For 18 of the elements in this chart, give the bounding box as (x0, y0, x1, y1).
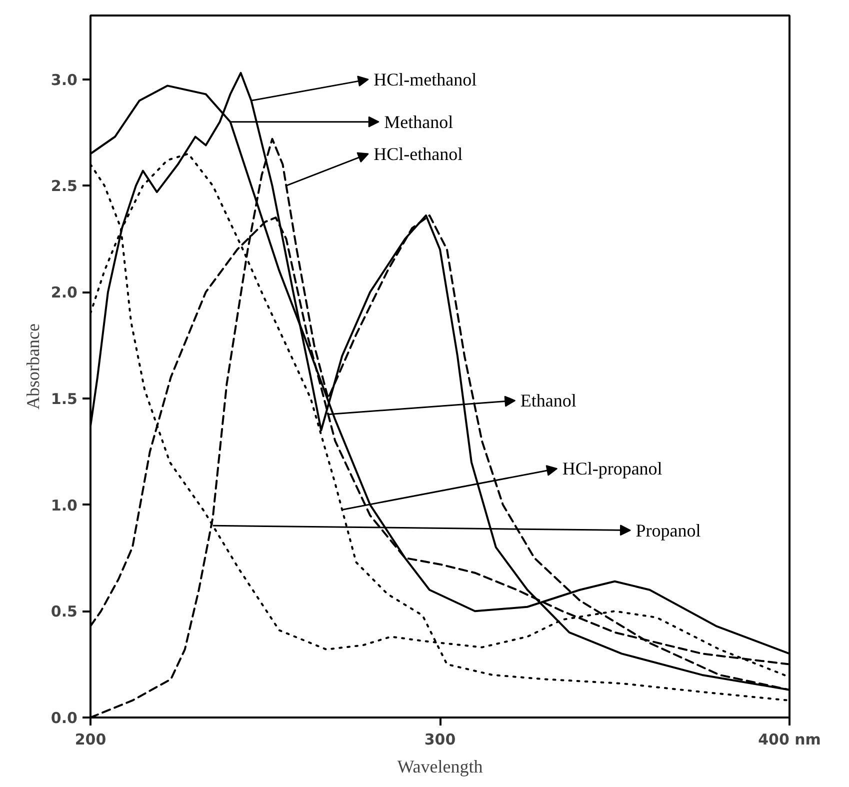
x-tick-label: 300 (424, 730, 456, 748)
legend-label: HCl-ethanol (374, 144, 463, 164)
x-tick-label: 400 nm (758, 730, 821, 748)
y-tick-label: 1.5 (50, 390, 78, 408)
x-axis-title: Wavelength (397, 756, 483, 776)
y-tick-label: 0.0 (50, 709, 78, 727)
y-tick-label: 3.0 (50, 70, 78, 89)
legend-label: Methanol (384, 112, 454, 132)
x-tick-label: 200 (74, 730, 106, 748)
y-axis-title: Absorbance (22, 324, 43, 410)
y-tick-label: 2.0 (50, 284, 78, 302)
y-tick-label: 0.5 (50, 602, 78, 621)
y-tick-label: 1.0 (50, 496, 78, 514)
y-tick-label: 2.5 (50, 177, 78, 196)
legend-label: HCl-methanol (374, 69, 477, 90)
legend-label: HCl-propanol (562, 458, 662, 479)
legend-label: Ethanol (520, 390, 576, 411)
legend-label: Propanol (636, 520, 701, 540)
